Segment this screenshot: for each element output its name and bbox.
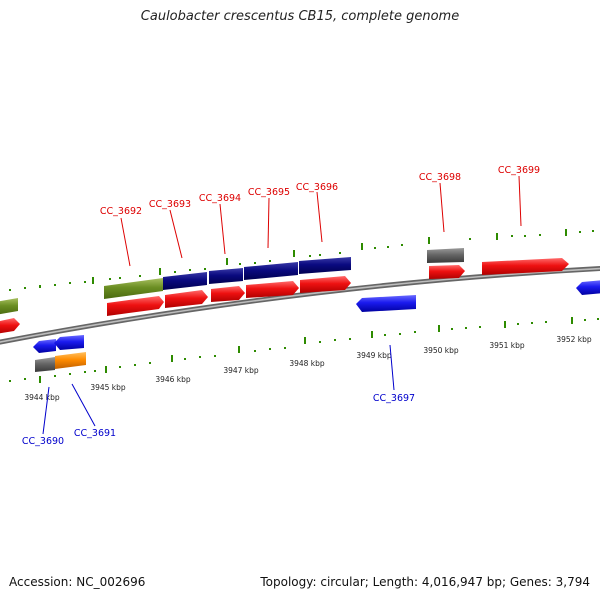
outer-tick-track [9, 229, 594, 291]
cds-left-edge [0, 318, 20, 334]
cds-3696 [300, 276, 351, 293]
gray-block [427, 248, 464, 263]
cds-rev-right [576, 280, 600, 295]
cds-3694 [211, 286, 245, 302]
cds-3695 [246, 281, 299, 298]
label-cc3694: CC_3694 [199, 193, 241, 204]
navy-block-4 [299, 257, 351, 274]
forward-gene-labels: CC_3692 CC_3693 CC_3694 CC_3695 CC_3696 … [100, 165, 540, 267]
inner-tick-track [9, 317, 599, 383]
cds-3699 [482, 258, 569, 275]
scale-label-3948: 3948 kbp [289, 359, 325, 368]
scale-label-3951: 3951 kbp [489, 341, 525, 350]
map-title: Caulobacter crescentus CB15, complete ge… [140, 9, 460, 24]
label-cc3696: CC_3696 [296, 182, 338, 193]
scale-label-3949: 3949 kbp [356, 351, 392, 360]
olive-block-left [0, 298, 18, 315]
reverse-gene-labels: CC_3690 CC_3691 CC_3697 [22, 344, 415, 447]
accession-text: Accession: NC_002696 [9, 575, 146, 589]
navy-block-1 [163, 272, 207, 290]
scale-labels: 3944 kbp 3945 kbp 3946 kbp 3947 kbp 3948… [24, 335, 592, 402]
cds-3698 [429, 265, 465, 279]
gray-block-reverse [35, 357, 55, 372]
navy-block-2 [209, 268, 243, 284]
cds-3697 [356, 295, 416, 312]
label-cc3690: CC_3690 [22, 436, 64, 447]
label-cc3692: CC_3692 [100, 206, 142, 217]
cds-3691-upper [54, 335, 84, 350]
olive-block [104, 278, 163, 299]
scale-label-3944: 3944 kbp [24, 393, 60, 402]
cds-3692 [107, 296, 164, 316]
scale-label-3950: 3950 kbp [423, 346, 459, 355]
label-cc3695: CC_3695 [248, 187, 290, 198]
reverse-cds-track [33, 280, 600, 372]
scale-label-3947: 3947 kbp [223, 366, 259, 375]
label-cc3697: CC_3697 [373, 393, 415, 404]
scale-label-3946: 3946 kbp [155, 375, 191, 384]
label-cc3693: CC_3693 [149, 199, 191, 210]
scale-label-3952: 3952 kbp [556, 335, 592, 344]
cds-rev-left [33, 339, 56, 353]
cds-3693 [165, 290, 208, 308]
feature-blocks-upper [0, 248, 464, 315]
forward-cds-track [0, 258, 569, 334]
label-cc3691: CC_3691 [74, 428, 116, 439]
genome-summary-text: Topology: circular; Length: 4,016,947 bp… [260, 575, 590, 589]
cds-3691 [55, 352, 86, 369]
navy-block-3 [244, 262, 298, 280]
genome-backbone [0, 266, 600, 345]
scale-label-3945: 3945 kbp [90, 383, 126, 392]
label-cc3699: CC_3699 [498, 165, 540, 176]
label-cc3698: CC_3698 [419, 172, 461, 183]
